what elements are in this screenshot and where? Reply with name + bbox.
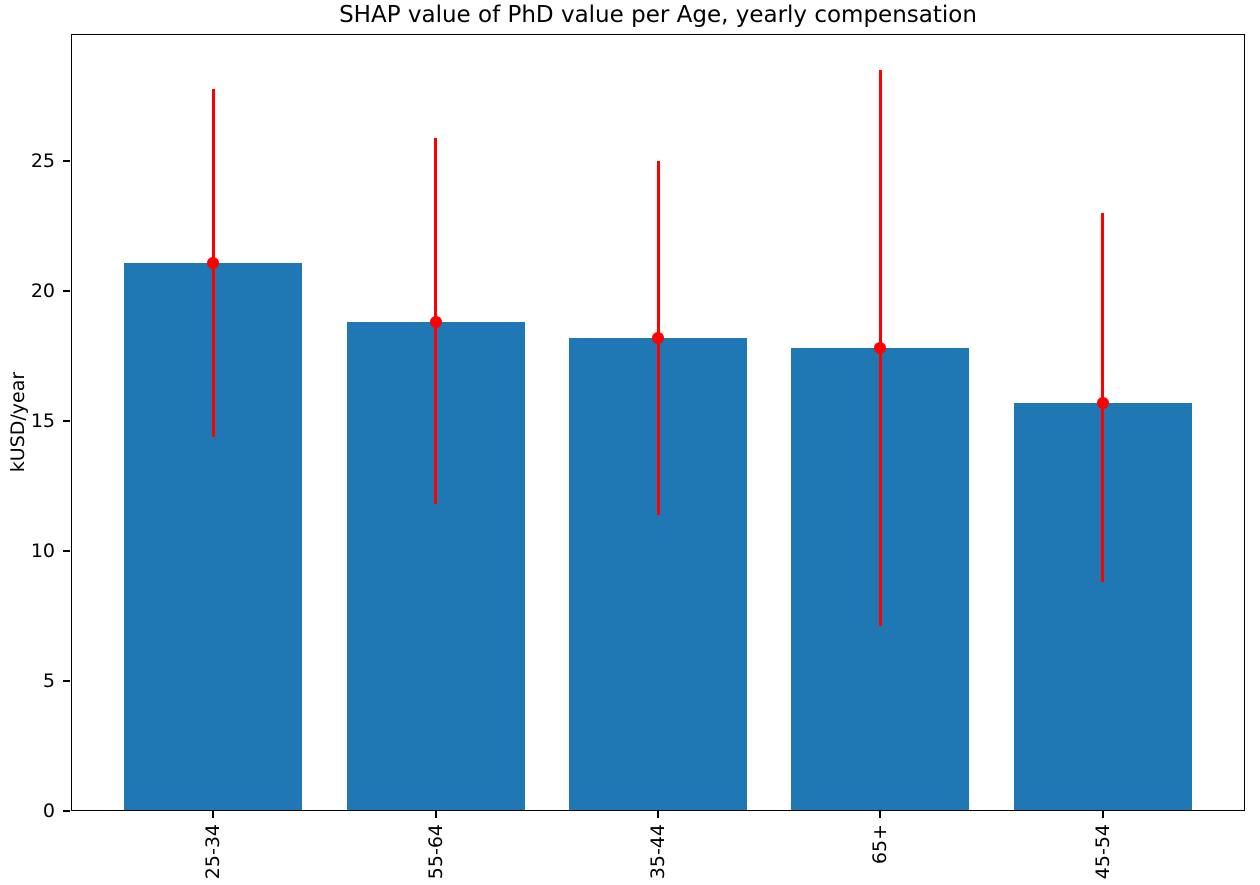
y-tick-label: 25 [30,150,55,173]
mean-marker [874,342,887,355]
x-tick [434,811,437,818]
y-tick-label: 10 [30,540,55,563]
x-tick-label: 35-44 [647,824,669,880]
mean-marker [429,316,442,329]
y-tick-label: 0 [42,800,55,822]
x-tick [879,811,882,818]
x-tick-label: 55-64 [424,824,447,880]
x-tick-label: 45-54 [1091,824,1114,880]
x-tick [212,811,215,818]
mean-marker [652,332,664,345]
y-tick [63,420,70,423]
mean-marker [207,256,220,269]
y-tick [63,810,70,812]
y-tick [63,550,70,553]
y-tick [63,160,70,163]
chart-title: SHAP value of PhD value per Age, yearly … [339,2,977,28]
plot-area: 0 5 10 15 20 25 25-34 55-64 35-44 65+ 45-54 [31,34,1245,879]
y-tick [63,680,70,683]
x-tick [657,811,659,818]
x-tick [1101,811,1104,818]
x-tick-label: 25-34 [202,824,225,880]
y-tick-label: 15 [30,410,55,433]
mean-marker [1096,397,1109,409]
y-tick-label: 20 [30,280,55,303]
x-tick-label: 65+ [869,824,892,865]
y-tick [63,290,70,293]
y-tick-label: 5 [42,670,55,693]
